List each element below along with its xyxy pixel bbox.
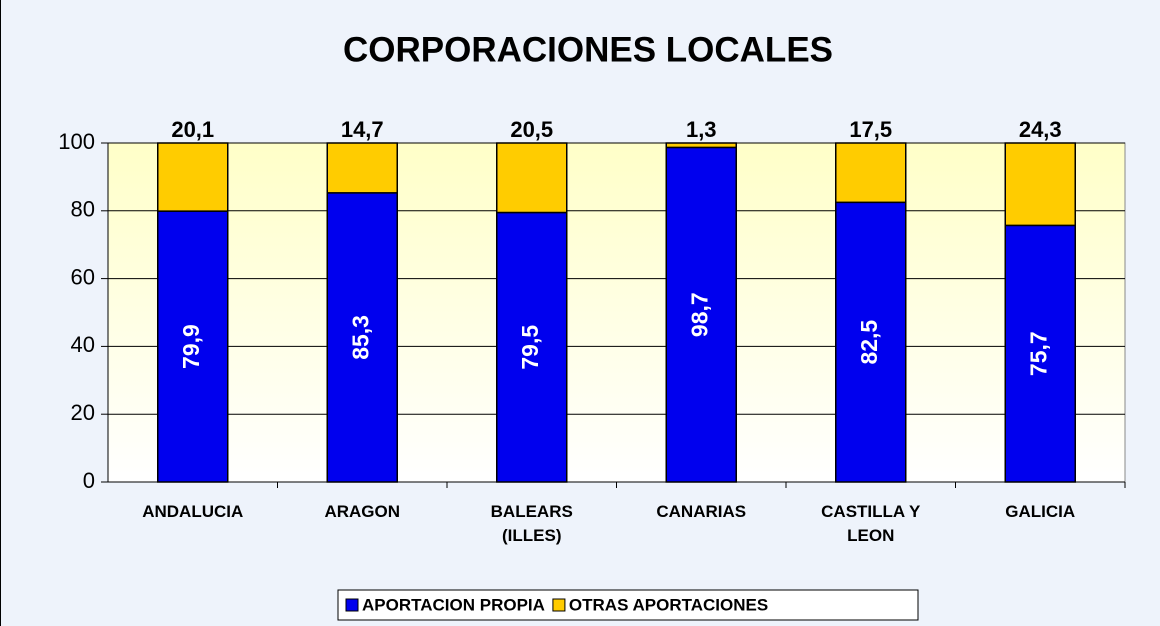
plot-area [107,142,1126,483]
bar-segment [665,146,737,483]
y-tick-label: 80 [71,197,95,222]
bar-segment [496,142,568,214]
legend-swatch [552,598,566,612]
data-label: 85,3 [347,315,373,360]
bar-segment [1004,142,1076,227]
bar-segment [326,192,398,483]
x-tick-label: CASTILLA Y LEON [821,502,921,545]
x-tick-label: BALEARS (ILLES) [490,502,573,545]
bar-segment [326,142,398,194]
data-label: 98,7 [686,292,712,337]
data-label: 24,3 [1019,117,1062,142]
legend-box [337,589,919,621]
data-label: 1,3 [686,117,717,142]
x-tick-label: ANDALUCIA [142,502,244,521]
data-label: 14,7 [341,117,384,142]
data-label: 79,9 [178,324,204,369]
y-tick-label: 60 [71,264,95,289]
y-tick-label: 20 [71,400,95,425]
bar-segment [157,210,229,483]
chart-title: CORPORACIONES LOCALES [343,30,833,69]
data-label: 82,5 [856,320,882,365]
bar-segment [835,201,907,483]
x-tick-label: ARAGON [324,502,401,521]
bar-segment [157,142,229,212]
x-tick-label: CANARIAS [656,502,747,521]
legend-label: APORTACION PROPIA [362,595,545,614]
bar-segment [665,142,737,149]
y-tick-label: 40 [71,332,95,357]
y-tick-label: 0 [83,468,95,493]
data-label: 20,5 [510,117,553,142]
legend-swatch [345,598,359,612]
legend-label: OTRAS APORTACIONES [569,595,768,614]
y-tick-label: 100 [58,129,95,154]
data-label: 20,1 [171,117,214,142]
bar-segment [496,211,568,483]
data-label: 75,7 [1025,331,1051,376]
bar-segment [835,142,907,204]
x-tick-label: GALICIA [1005,502,1076,521]
data-label: 17,5 [849,117,892,142]
data-label: 79,5 [517,325,543,370]
